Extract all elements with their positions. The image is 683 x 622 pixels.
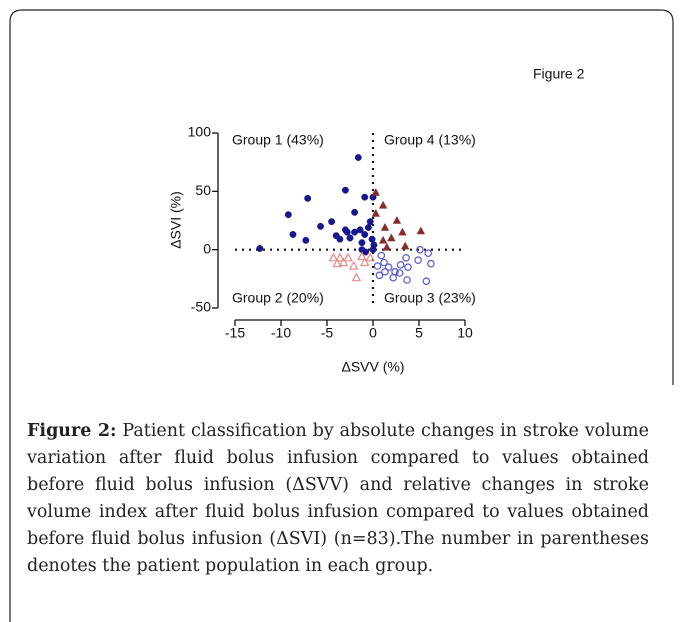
- point: [384, 263, 393, 271]
- y-axis-label: ΔSVI (%): [168, 191, 184, 249]
- point: [382, 242, 392, 251]
- frame: [9, 9, 674, 622]
- point: [373, 262, 382, 270]
- group-label: Group 1 (43%): [232, 132, 324, 148]
- point: [387, 233, 396, 242]
- point: [359, 257, 370, 267]
- point: [402, 254, 410, 262]
- point: [422, 277, 431, 285]
- point: [375, 271, 384, 280]
- x-tick-label: -15: [225, 325, 245, 341]
- point: [332, 258, 342, 268]
- point: [368, 235, 376, 243]
- point: [377, 251, 386, 260]
- point: [416, 226, 426, 235]
- point: [389, 273, 398, 282]
- point: [328, 218, 336, 226]
- point: [354, 154, 362, 161]
- point: [380, 258, 388, 267]
- point: [302, 236, 310, 244]
- point: [304, 194, 312, 202]
- point: [403, 276, 411, 284]
- y-tick-label: 50: [195, 182, 211, 198]
- point: [284, 211, 292, 219]
- point: [366, 218, 374, 226]
- point: [404, 263, 412, 271]
- point: [424, 249, 433, 257]
- group-label: Group 2 (20%): [232, 290, 324, 306]
- point: [348, 260, 359, 270]
- x-tick-label: 0: [369, 325, 377, 341]
- y-tick-label: 100: [188, 124, 212, 140]
- point: [351, 208, 359, 216]
- x-tick-label: -5: [321, 325, 334, 341]
- point: [357, 251, 367, 261]
- point: [256, 245, 264, 252]
- point: [392, 215, 402, 224]
- y-tick-label: -50: [191, 299, 211, 315]
- caption-text: Patient classification by absolute chang…: [27, 421, 649, 576]
- x-tick-label: -10: [271, 325, 291, 341]
- point: [378, 235, 388, 244]
- point: [341, 226, 349, 234]
- point: [343, 252, 353, 262]
- point: [378, 200, 388, 209]
- point: [369, 246, 377, 254]
- x-axis-label: ΔSVV (%): [341, 359, 404, 375]
- point: [396, 261, 405, 269]
- point: [328, 252, 339, 262]
- point: [380, 222, 390, 231]
- point: [416, 245, 424, 254]
- point: [361, 193, 369, 201]
- figure-label: Figure 2: [533, 66, 585, 82]
- point: [398, 227, 407, 236]
- point: [362, 248, 370, 256]
- point: [427, 259, 435, 268]
- point: [364, 224, 372, 231]
- point: [338, 257, 349, 267]
- point: [395, 269, 404, 277]
- point: [341, 186, 349, 194]
- point: [332, 232, 340, 240]
- point: [346, 234, 354, 242]
- caption: Figure 2: Patient classification by abso…: [27, 418, 649, 580]
- point: [335, 252, 345, 262]
- point: [400, 241, 410, 250]
- point: [317, 222, 325, 230]
- point: [381, 268, 389, 276]
- point: [361, 231, 369, 238]
- point: [365, 252, 376, 262]
- point: [289, 231, 297, 238]
- group-label: Group 3 (23%): [384, 290, 476, 306]
- point: [414, 256, 422, 264]
- x-tick-label: 10: [457, 325, 473, 341]
- group-label: Group 4 (13%): [384, 132, 476, 148]
- point: [351, 272, 362, 282]
- point: [371, 187, 380, 196]
- caption-label: Figure 2:: [27, 421, 117, 441]
- point: [371, 208, 380, 217]
- y-tick-label: 0: [203, 240, 211, 256]
- point: [358, 239, 366, 247]
- x-tick-label: 5: [415, 325, 423, 341]
- point: [356, 226, 364, 234]
